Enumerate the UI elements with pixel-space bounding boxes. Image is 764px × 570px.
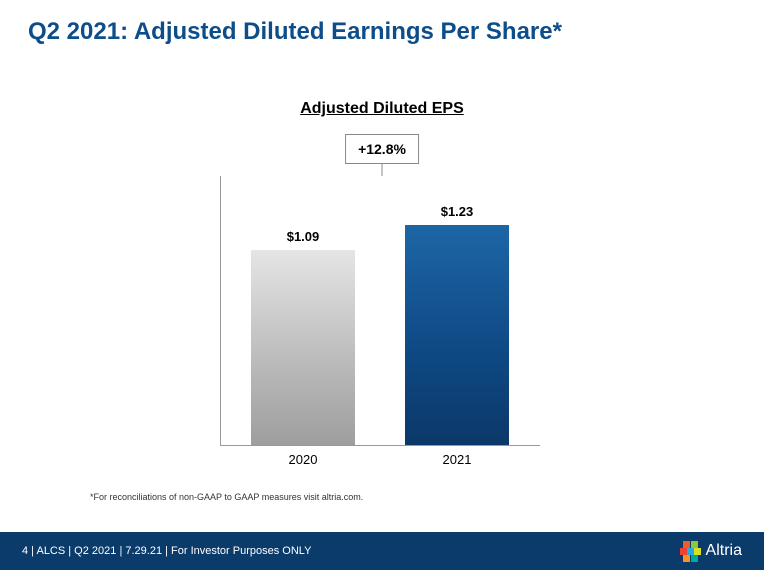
bar-rect (251, 250, 355, 445)
footer: 4 | ALCS | Q2 2021 | 7.29.21 | For Inves… (0, 532, 764, 570)
logo-square (691, 555, 698, 562)
logo-square (680, 548, 687, 555)
brand-name: Altria (706, 542, 742, 560)
brand: Altria (680, 541, 742, 561)
callout-leader (382, 164, 383, 176)
bar-2021: $1.23 (405, 204, 509, 445)
x-axis-label: 2021 (405, 452, 509, 467)
logo-square (683, 555, 690, 562)
bar-value-label: $1.09 (287, 229, 320, 244)
x-axis-label: 2020 (251, 452, 355, 467)
bar-chart: $1.09 $1.23 2020 2021 (220, 176, 540, 446)
logo-square (683, 541, 690, 548)
bar-value-label: $1.23 (441, 204, 474, 219)
slide: Q2 2021: Adjusted Diluted Earnings Per S… (0, 0, 764, 570)
growth-callout: +12.8% (345, 134, 419, 164)
page-title: Q2 2021: Adjusted Diluted Earnings Per S… (28, 18, 562, 46)
logo-square (694, 548, 701, 555)
bar-rect (405, 225, 509, 445)
footer-text: 4 | ALCS | Q2 2021 | 7.29.21 | For Inves… (22, 545, 311, 557)
bar-2020: $1.09 (251, 229, 355, 445)
chart-subtitle: Adjusted Diluted EPS (0, 100, 764, 118)
footnote: *For reconciliations of non-GAAP to GAAP… (90, 492, 363, 502)
brand-logo-icon (680, 541, 700, 561)
logo-square (687, 548, 694, 555)
logo-square (691, 541, 698, 548)
